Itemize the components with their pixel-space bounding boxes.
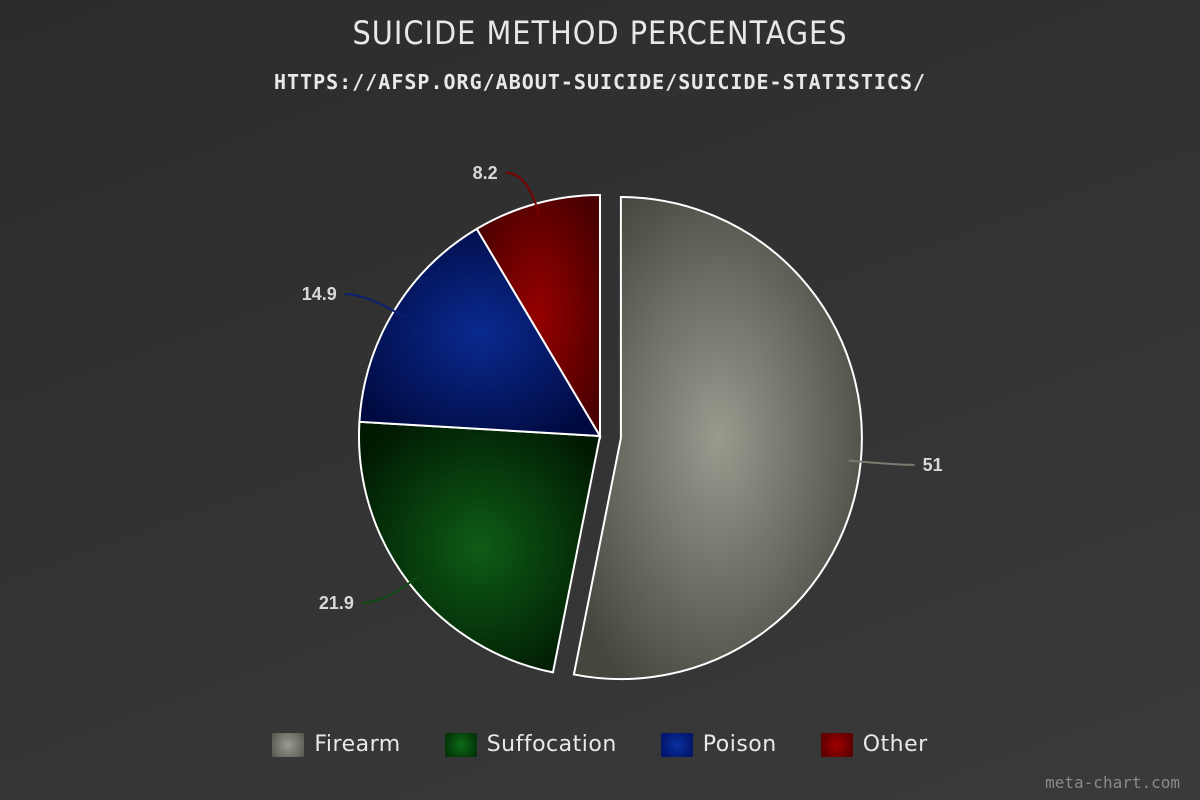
- chart-subtitle: HTTPS://AFSP.ORG/ABOUT-SUICIDE/SUICIDE-S…: [273, 70, 927, 94]
- legend: Firearm Suffocation Poison Other: [0, 732, 1200, 757]
- data-label: 14.9: [302, 284, 337, 304]
- leader-line: [344, 293, 405, 318]
- legend-item-poison[interactable]: Poison: [660, 732, 777, 757]
- leader-line: [361, 575, 420, 604]
- legend-swatch: [444, 732, 477, 757]
- chart-title: SUICIDE METHOD PERCENTAGES: [352, 14, 848, 52]
- pie-slice-firearm[interactable]: [572, 196, 863, 681]
- leader-line: [505, 171, 541, 216]
- legend-swatch: [660, 732, 693, 757]
- data-label: 21.9: [319, 593, 354, 613]
- legend-item-suffocation[interactable]: Suffocation: [444, 732, 617, 757]
- legend-label: Firearm: [314, 732, 401, 757]
- data-label: 51: [923, 455, 943, 475]
- legend-item-other[interactable]: Other: [820, 732, 928, 757]
- watermark: meta-chart.com: [1045, 773, 1180, 792]
- legend-label: Poison: [702, 732, 777, 757]
- leader-line: [848, 459, 915, 466]
- legend-swatch: [820, 732, 853, 757]
- legend-swatch: [272, 732, 305, 757]
- pie-slice-suffocation[interactable]: [358, 420, 602, 674]
- legend-item-firearm[interactable]: Firearm: [272, 732, 400, 757]
- legend-label: Suffocation: [486, 732, 617, 757]
- legend-label: Other: [862, 732, 928, 757]
- data-label: 8.2: [473, 163, 498, 183]
